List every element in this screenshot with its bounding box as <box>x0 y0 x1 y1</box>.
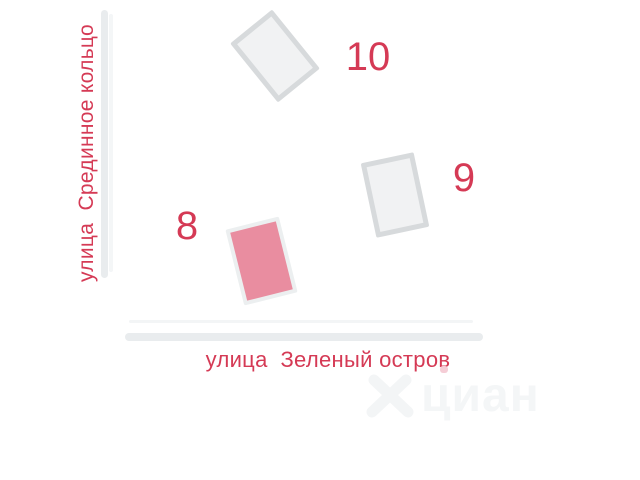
building-10-number: 10 <box>345 35 391 79</box>
building-9-number: 9 <box>452 156 476 200</box>
street-line-horizontal-faint <box>129 320 473 323</box>
street-line-vertical <box>101 10 108 278</box>
street-label-zeleny-ostrov: улица Зеленый остров <box>205 347 451 372</box>
building-8-shape-highlighted[interactable] <box>225 216 298 306</box>
watermark-accent-dot <box>440 366 448 373</box>
cian-watermark: циан <box>364 372 540 420</box>
building-8-number: 8 <box>175 204 199 248</box>
building-10-shape[interactable] <box>230 9 320 103</box>
building-9-shape[interactable] <box>360 152 430 238</box>
watermark-text: циан <box>421 369 540 422</box>
cian-flag-icon <box>364 373 414 419</box>
street-line-vertical-faint <box>109 14 113 272</box>
street-label-sredinnoe-koltso: улица Срединное кольцо <box>75 23 98 283</box>
street-line-horizontal <box>125 333 483 341</box>
